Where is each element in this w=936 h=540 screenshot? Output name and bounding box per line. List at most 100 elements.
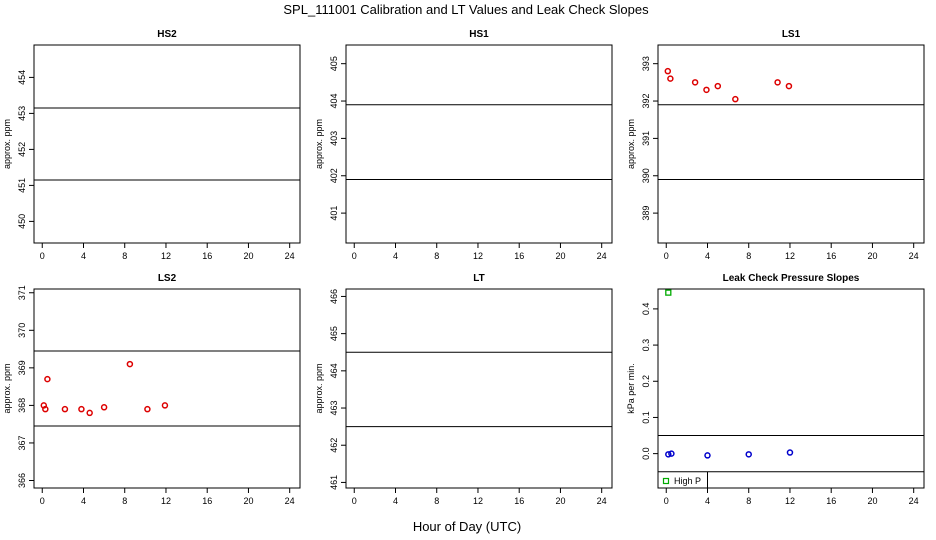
y-tick-label: 367 [17,435,27,450]
x-tick-label: 16 [202,251,212,261]
y-tick-label: 369 [17,360,27,375]
y-axis-label: approx. ppm [2,119,12,169]
x-tick-label: 8 [746,251,751,261]
y-tick-label: 368 [17,398,27,413]
y-tick-label: 0.2 [641,375,651,388]
data-point [786,449,794,456]
x-tick-label: 0 [664,496,669,506]
x-tick-label: 12 [161,496,171,506]
x-tick-label: 0 [40,251,45,261]
y-tick-label: 391 [641,131,651,146]
y-tick-label: 453 [17,106,27,121]
panel-title: Leak Check Pressure Slopes [723,273,860,284]
data-point [161,402,169,409]
y-tick-label: 401 [329,206,339,221]
y-tick-label: 450 [17,214,27,229]
y-tick-label: 466 [329,289,339,304]
panel-ls1: LS1 0 4 8 12 16 20 24 389 390 391 392 393 approx. ppm [626,29,925,261]
data-point [785,82,793,90]
data-point [664,67,672,75]
y-axis-label: approx. ppm [314,363,324,413]
x-tick-label: 16 [514,496,524,506]
x-tick-label: 0 [352,496,357,506]
figure-x-axis-label: Hour of Day (UTC) [413,519,521,534]
x-tick-label: 16 [514,251,524,261]
x-tick-label: 20 [867,251,877,261]
data-point [703,86,710,94]
x-tick-label: 20 [243,496,253,506]
panels-group: HS2 0 4 8 12 16 20 24 450 451 452 453 454 approx. ppm… [2,29,925,506]
x-tick-label: 8 [434,496,439,506]
y-tick-label: 403 [329,131,339,146]
x-tick-label: 20 [243,251,253,261]
y-tick-label: 392 [641,94,651,109]
x-tick-label: 16 [202,496,212,506]
data-point [42,405,49,413]
panel-title: LS2 [158,273,177,284]
y-tick-label: 370 [17,323,27,338]
x-tick-label: 20 [867,496,877,506]
y-tick-label: 405 [329,56,339,71]
data-point [665,451,672,458]
data-point [86,409,93,417]
x-tick-label: 4 [705,251,710,261]
y-tick-label: 393 [641,56,651,71]
panel-hs1: HS1 0 4 8 12 16 20 24 401 402 403 404 405 approx. ppm [314,29,613,261]
y-tick-label: 0.3 [641,339,651,352]
plot-frame [33,44,301,244]
x-tick-label: 24 [597,496,607,506]
y-tick-label: 463 [329,401,339,416]
data-point [667,75,674,82]
x-tick-label: 12 [473,251,483,261]
data-point [732,95,739,103]
panel-title: HS1 [469,29,489,40]
data-point [144,405,151,413]
plot-frame [345,288,613,489]
x-tick-label: 8 [434,251,439,261]
data-point [774,79,781,86]
x-tick-label: 8 [746,496,751,506]
panel-title: LT [473,273,484,284]
y-axis-label: approx. ppm [314,119,324,169]
x-tick-label: 4 [81,251,86,261]
y-tick-label: 402 [329,168,339,183]
data-point [44,375,51,383]
x-tick-label: 4 [81,496,86,506]
x-tick-label: 4 [393,251,398,261]
y-tick-label: 404 [329,94,339,109]
y-tick-label: 451 [17,178,27,193]
panel-title: LS1 [782,29,801,40]
x-tick-label: 8 [122,496,127,506]
y-tick-label: 390 [641,168,651,183]
data-point [100,404,108,411]
x-tick-label: 4 [393,496,398,506]
legend-label: High P [674,476,701,486]
x-tick-label: 24 [909,496,919,506]
panel-leak: Leak Check Pressure Slopes 0 4 8 12 16 20 24 0.0… [626,273,925,506]
x-tick-label: 12 [473,496,483,506]
x-tick-label: 12 [785,251,795,261]
x-tick-label: 24 [909,251,919,261]
y-axis-label: approx. ppm [626,119,636,169]
x-tick-label: 12 [785,496,795,506]
panel-hs2: HS2 0 4 8 12 16 20 24 450 451 452 453 454 approx. ppm [2,29,301,261]
plot-frame [33,288,301,489]
legend-marker [662,477,670,485]
data-point [126,360,134,368]
x-tick-label: 4 [705,496,710,506]
data-point [745,451,752,458]
y-tick-label: 0.0 [641,447,651,460]
x-tick-label: 0 [664,251,669,261]
figure-title: SPL_111001 Calibration and LT Values and… [283,2,649,17]
panel-ls2: LS2 0 4 8 12 16 20 24 366 367 368 369 370 371 approx. … [2,273,301,506]
x-tick-label: 8 [122,251,127,261]
x-tick-label: 0 [352,251,357,261]
panel-title: HS2 [157,29,177,40]
plot-frame [345,44,613,244]
x-tick-label: 24 [285,496,295,506]
data-point [665,289,672,296]
y-tick-label: 371 [17,285,27,300]
x-tick-label: 0 [40,496,45,506]
y-tick-label: 464 [329,363,339,378]
